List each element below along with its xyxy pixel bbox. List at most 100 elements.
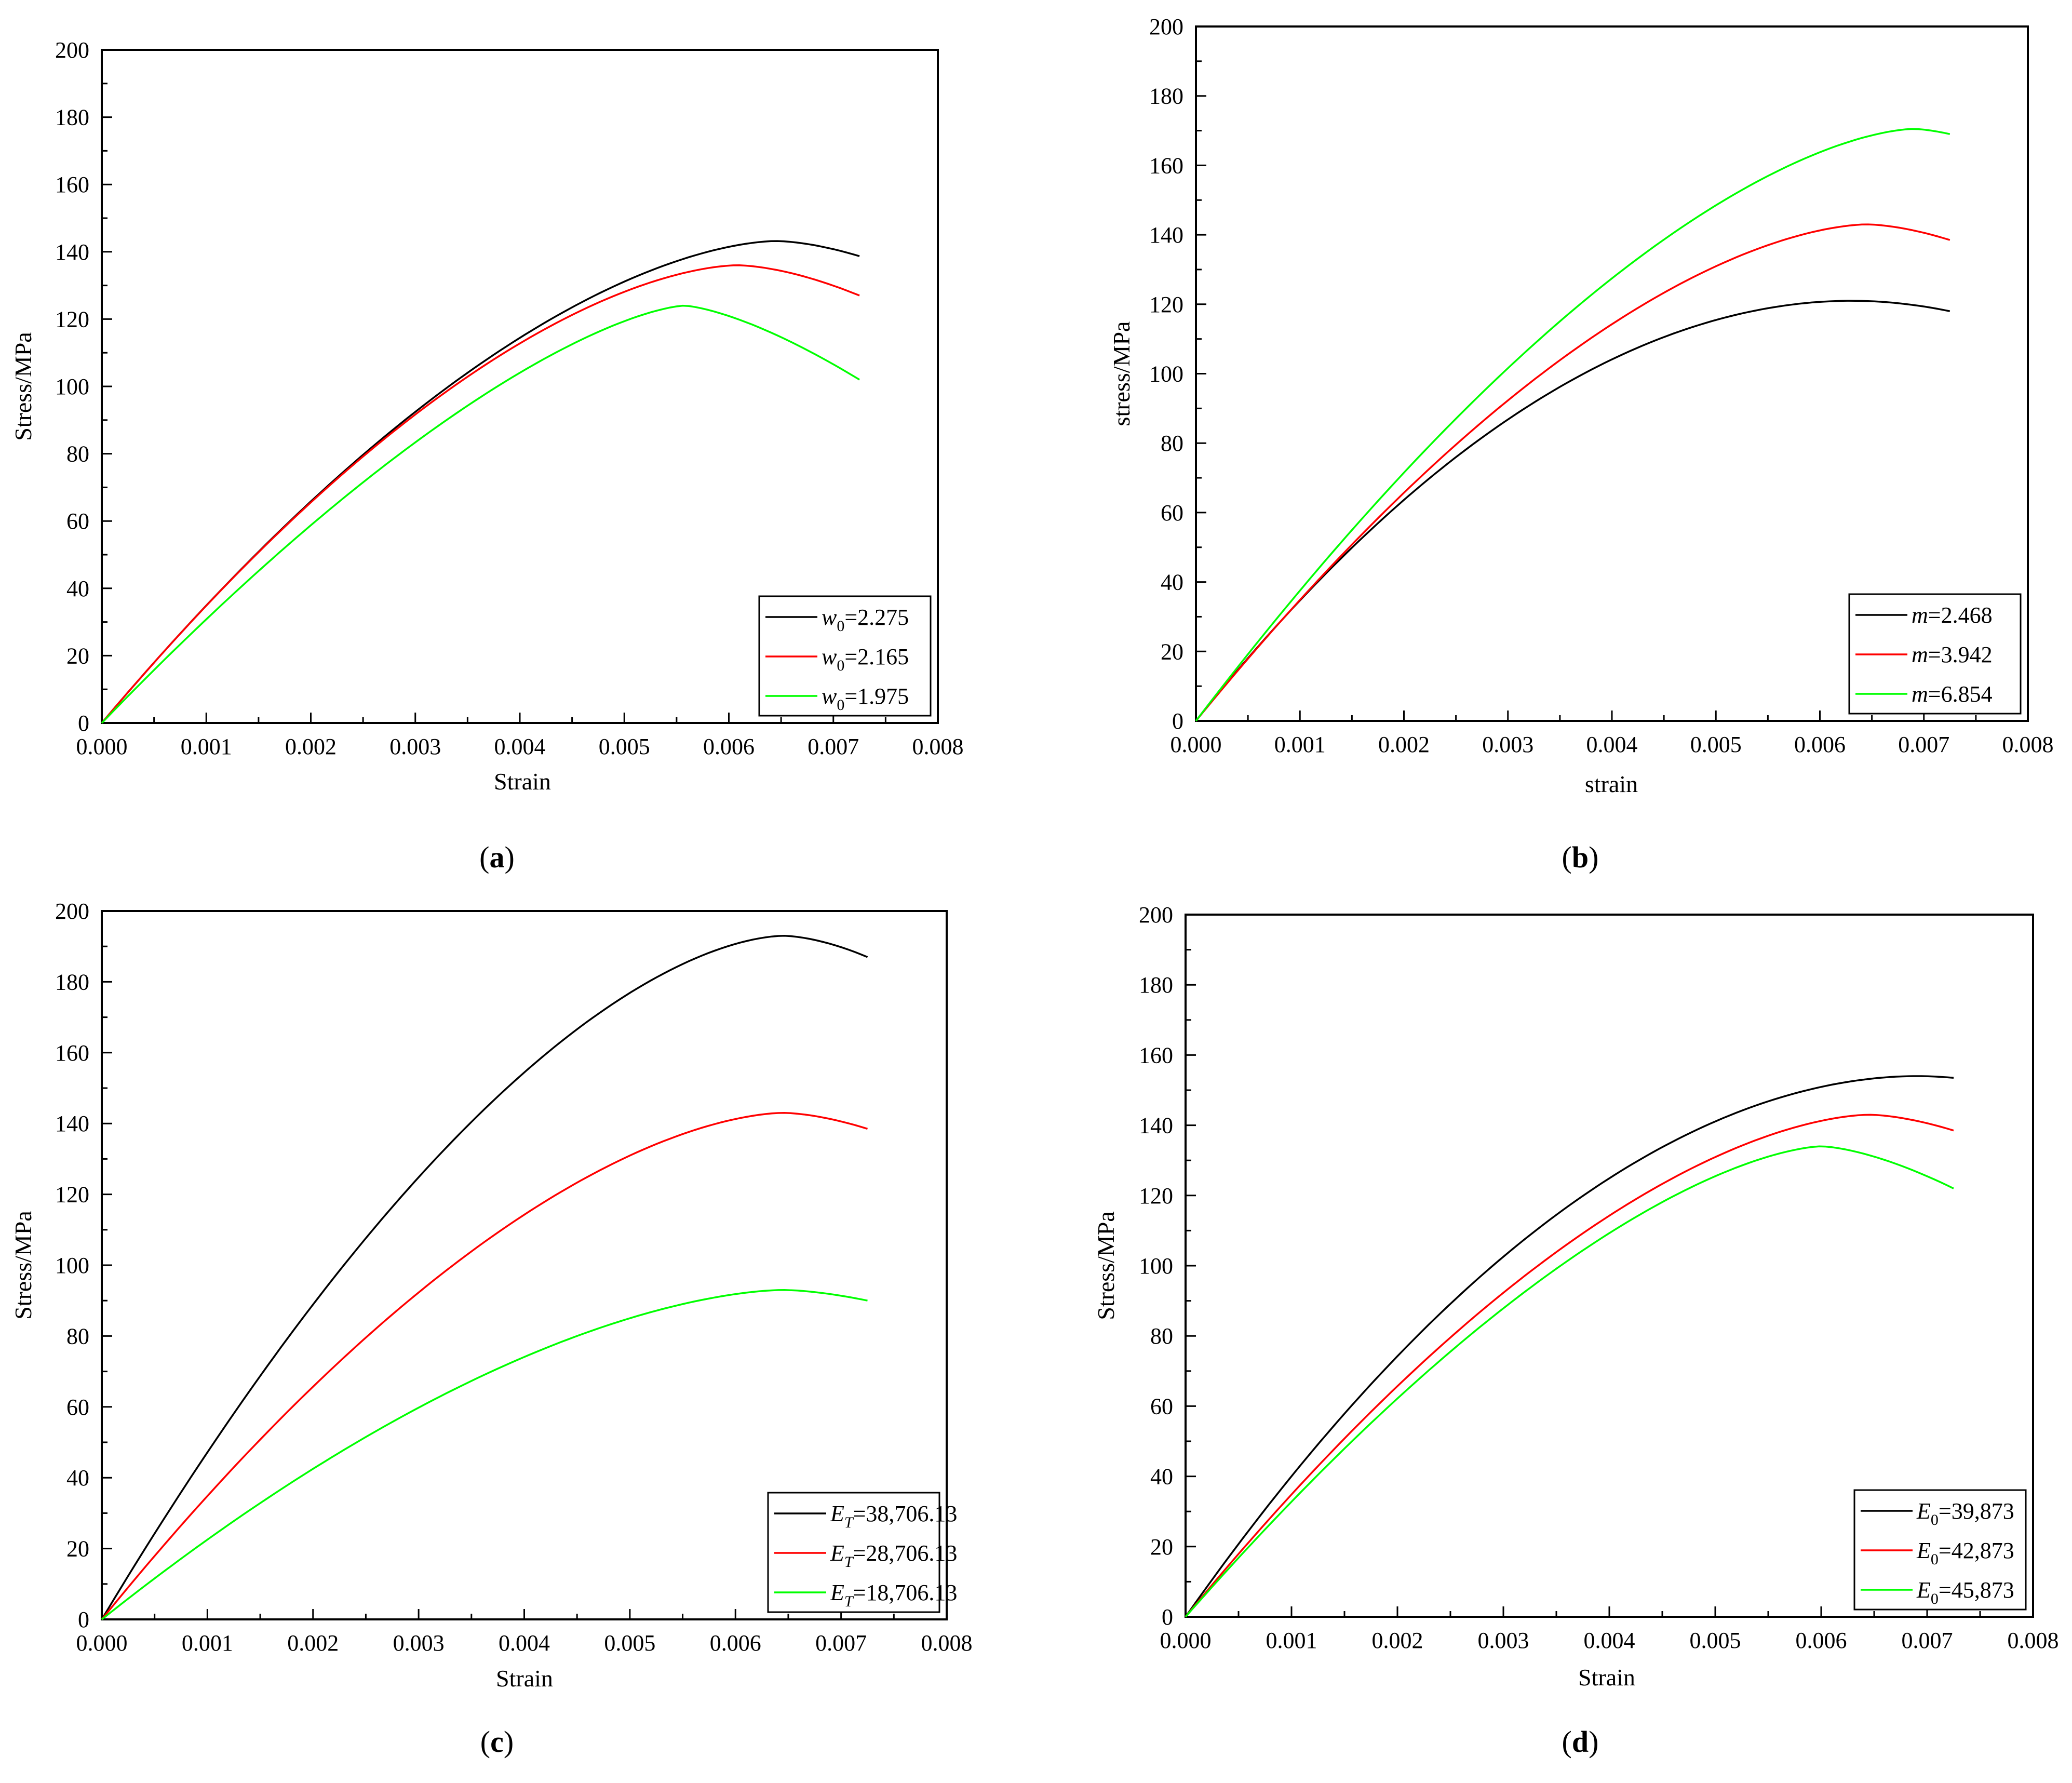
x-tick-label: 0.002 [287, 1630, 339, 1656]
legend-entry-label: m=6.854 [1912, 681, 1993, 707]
x-axis-title: Strain [494, 768, 551, 795]
x-tick-label: 0.007 [1902, 1628, 1953, 1653]
legend-symbol: E [1916, 1577, 1931, 1603]
legend-entry-label: m=3.942 [1912, 642, 1993, 667]
panel-label-close: ) [505, 840, 515, 874]
x-tick-label: 0.002 [1372, 1628, 1423, 1653]
y-axis-title: stress/MPa [1108, 321, 1135, 426]
y-tick-label: 100 [55, 1253, 89, 1278]
panel-label-letter: c [490, 1725, 504, 1759]
legend-value: =28,706.13 [853, 1540, 958, 1566]
series-line-0 [101, 935, 868, 1620]
legend-symbol: E [1916, 1538, 1931, 1563]
y-tick-label: 160 [55, 1040, 89, 1066]
y-tick-label: 200 [55, 899, 89, 924]
y-tick-label: 60 [66, 508, 89, 534]
legend-symbol: w [822, 644, 837, 669]
panel-label: (c) [480, 1725, 514, 1759]
x-tick-label: 0.008 [921, 1630, 973, 1656]
x-tick-label: 0.003 [393, 1630, 445, 1656]
y-tick-label: 100 [1139, 1253, 1173, 1279]
panel-label-close: ) [1589, 1725, 1598, 1759]
panel-label: (a) [479, 840, 515, 874]
x-axis-title: Strain [1578, 1664, 1635, 1691]
y-tick-label: 20 [1150, 1534, 1173, 1560]
chart-panel-b: 0.000 0.001 0.002 0.003 0.004 0.005 0.006 0.007… [1108, 14, 2054, 874]
legend-subscript: 0 [837, 696, 844, 714]
legend-symbol: E [830, 1501, 844, 1526]
series-line-2 [101, 1289, 868, 1620]
legend-entry-label: ET=18,706.13 [830, 1580, 957, 1610]
y-axis-title: Stress/MPa [10, 1211, 36, 1320]
legend-value: =2.468 [1928, 602, 1993, 628]
legend-value: =6.854 [1928, 681, 1993, 707]
y-tick-label: 0 [1162, 1604, 1173, 1630]
series-line-1 [101, 264, 860, 724]
y-tick-label: 180 [55, 105, 89, 130]
y-tick-label: 60 [1161, 500, 1183, 526]
panel-label: (d) [1562, 1725, 1599, 1759]
y-tick-label: 160 [1149, 153, 1183, 178]
legend-subscript: 0 [837, 618, 844, 635]
x-axis-title: strain [1585, 771, 1638, 797]
legend-subscript: 0 [1931, 1551, 1939, 1568]
x-tick-label: 0.004 [494, 734, 546, 759]
legend-value: =2.165 [844, 644, 909, 669]
x-tick-label: 0.005 [1690, 1628, 1741, 1653]
series-line-0 [1185, 1075, 1954, 1618]
panel-label-close: ) [1589, 840, 1598, 874]
legend-entry-label: w0=2.275 [822, 605, 909, 635]
legend-symbol: w [822, 605, 837, 630]
chart-panel-a: 0.000 0.001 0.002 0.003 0.004 0.005 0.006 0.007… [10, 37, 964, 874]
y-tick-label: 200 [1139, 902, 1173, 928]
panel-label-close: ) [504, 1725, 514, 1759]
y-tick-label: 40 [1161, 570, 1183, 595]
legend-symbol: E [1916, 1498, 1931, 1524]
y-tick-label: 120 [55, 1182, 89, 1208]
y-tick-label: 80 [1161, 431, 1183, 456]
x-tick-label: 0.002 [1378, 732, 1430, 757]
x-tick-label: 0.007 [808, 734, 859, 759]
y-tick-label: 80 [1150, 1323, 1173, 1349]
y-tick-label: 160 [1139, 1042, 1173, 1068]
x-tick-label: 0.003 [1482, 732, 1533, 757]
y-tick-label: 60 [66, 1395, 89, 1420]
x-tick-label: 0.003 [389, 734, 441, 759]
legend-symbol: m [1912, 681, 1928, 707]
legend-subscript: T [844, 1514, 854, 1531]
legend-value: =45,873 [1939, 1577, 2014, 1603]
y-tick-label: 140 [55, 239, 89, 265]
y-tick-label: 80 [66, 441, 89, 467]
legend-entry-label: E0=39,873 [1916, 1498, 2014, 1529]
series-line-2 [101, 304, 860, 724]
panel-label-open: ( [1562, 1725, 1572, 1759]
legend-subscript: 0 [1931, 1590, 1939, 1607]
x-tick-label: 0.003 [1478, 1628, 1529, 1653]
series-line-1 [1185, 1114, 1954, 1618]
x-tick-label: 0.008 [2002, 732, 2054, 757]
y-tick-label: 40 [1150, 1464, 1173, 1490]
panel-label-letter: a [490, 840, 505, 874]
legend-value: =38,706.13 [853, 1501, 958, 1526]
chart-panel-d: 0.000 0.001 0.002 0.003 0.004 0.005 0.006 0.007… [1093, 902, 2059, 1759]
legend-subscript: T [844, 1593, 854, 1610]
y-tick-label: 120 [1139, 1183, 1173, 1209]
legend-symbol: m [1912, 642, 1928, 667]
legend-value: =18,706.13 [853, 1580, 958, 1605]
y-tick-label: 20 [66, 643, 89, 668]
legend-value: =39,873 [1939, 1498, 2014, 1524]
y-axis-title: Stress/MPa [1093, 1211, 1119, 1320]
y-tick-label: 60 [1150, 1393, 1173, 1419]
y-tick-label: 100 [55, 374, 89, 399]
x-tick-label: 0.001 [182, 1630, 233, 1656]
x-tick-label: 0.007 [1898, 732, 1949, 757]
legend-value: =3.942 [1928, 642, 1993, 667]
panel-label-open: ( [1562, 840, 1572, 874]
legend-entry-label: ET=28,706.13 [830, 1540, 957, 1571]
x-tick-label: 0.006 [710, 1630, 761, 1656]
legend-entry-label: E0=42,873 [1916, 1538, 2014, 1568]
